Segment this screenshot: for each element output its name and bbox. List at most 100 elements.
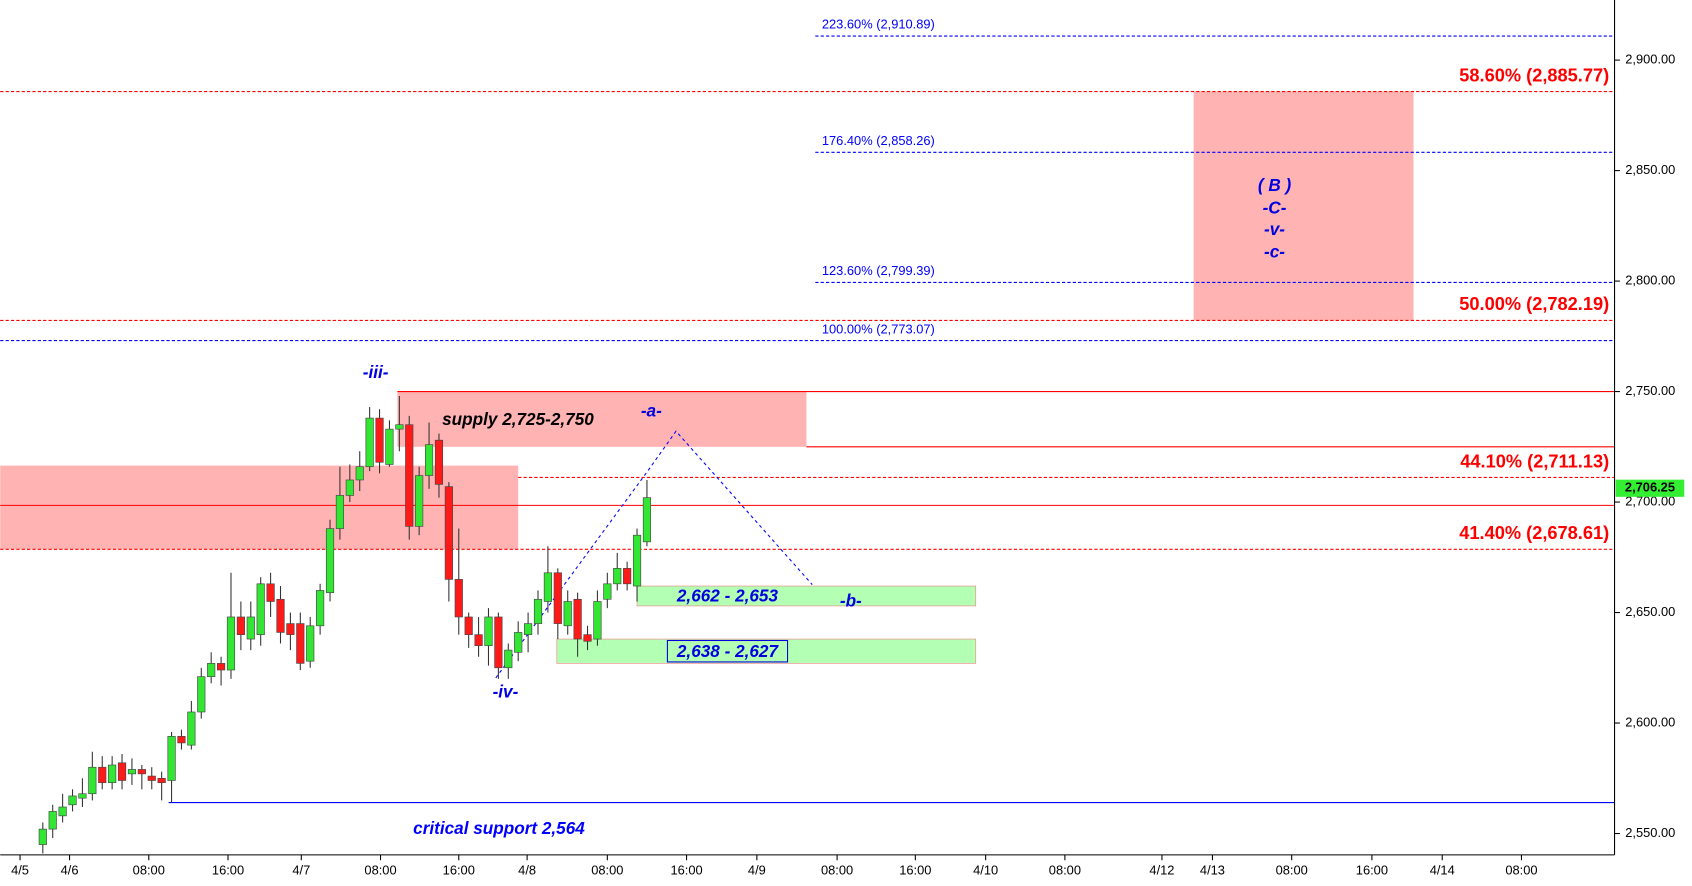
wave-label: -b- <box>840 590 862 610</box>
zones <box>0 91 1414 664</box>
wave-label: ( B ) <box>1258 175 1292 195</box>
candle-body <box>236 616 245 635</box>
y-tick-label: 2,650.00 <box>1625 604 1675 619</box>
x-tick-label: 4/12 <box>1149 862 1174 877</box>
x-tick-label: 08:00 <box>364 862 396 877</box>
candle-body <box>246 616 255 640</box>
candle-body <box>137 769 146 775</box>
target-label: 44.10% (2,711.13) <box>1460 450 1609 471</box>
x-tick-label: 4/13 <box>1200 862 1225 877</box>
candle-body <box>504 649 513 669</box>
x-tick-label: 08:00 <box>591 862 623 877</box>
fib-label: 176.40% (2,858.26) <box>822 133 935 148</box>
x-tick-label: 08:00 <box>821 862 853 877</box>
candle-body <box>424 444 434 476</box>
candle-body <box>623 568 632 585</box>
x-tick-label: 4/6 <box>61 862 79 877</box>
last-price-label: 2,706.25 <box>1625 480 1675 495</box>
x-tick-label: 4/8 <box>518 862 536 877</box>
zone <box>0 465 519 550</box>
y-tick-label: 2,700.00 <box>1625 493 1675 508</box>
candle-body <box>58 806 67 817</box>
support-label: critical support 2,564 <box>413 818 585 838</box>
candle-body <box>474 634 483 647</box>
candle-body <box>157 777 166 784</box>
candle-body <box>642 497 652 543</box>
candle-body <box>177 735 186 744</box>
candles <box>38 395 652 854</box>
wave-label: -iii- <box>363 362 389 382</box>
zone-label: supply 2,725-2,750 <box>442 409 594 429</box>
candle-body <box>593 601 602 640</box>
candle-body <box>405 424 414 527</box>
wave-label: -a- <box>641 400 662 420</box>
x-tick-label: 16:00 <box>1356 862 1388 877</box>
candle-body <box>68 795 77 806</box>
x-tick-label: 08:00 <box>1505 862 1537 877</box>
last-price-tag <box>1615 479 1685 497</box>
candle-body <box>543 572 552 602</box>
candle-body <box>306 625 315 662</box>
candle-body <box>563 601 572 627</box>
candle-body <box>464 616 473 635</box>
zone <box>1193 91 1414 321</box>
candle-body <box>286 623 295 635</box>
candle-body <box>167 735 176 781</box>
x-tick-label: 16:00 <box>212 862 244 877</box>
candle-body <box>583 634 592 642</box>
candle-body <box>187 711 196 746</box>
wave-label: -C- <box>1263 198 1287 218</box>
x-tick-label: 16:00 <box>443 862 475 877</box>
candle-body <box>266 583 275 602</box>
candle-body <box>454 579 463 618</box>
target-label: 58.60% (2,885.77) <box>1459 64 1609 85</box>
candle-body <box>573 598 582 640</box>
zone-label-box <box>666 639 789 663</box>
candle-body <box>78 793 87 799</box>
target-label: 50.00% (2,782.19) <box>1459 293 1609 314</box>
fib-label: 100.00% (2,773.07) <box>822 321 935 336</box>
y-tick-label: 2,800.00 <box>1625 272 1675 287</box>
x-tick-label: 08:00 <box>1276 862 1308 877</box>
x-tick-label: 4/14 <box>1430 862 1455 877</box>
candle-body <box>514 632 523 653</box>
candle-body <box>395 424 404 430</box>
candle-body <box>375 417 384 463</box>
candle-body <box>415 475 424 527</box>
zone <box>556 638 977 664</box>
candle-body <box>108 764 117 784</box>
candle-body <box>524 623 533 635</box>
x-tick-label: 16:00 <box>899 862 931 877</box>
x-tick-label: 4/9 <box>748 862 766 877</box>
candle-body <box>276 598 285 633</box>
candle-body <box>316 590 325 627</box>
candle-body <box>355 466 364 481</box>
x-tick-label: 08:00 <box>133 862 165 877</box>
candle-body <box>207 663 216 677</box>
y-tick-label: 2,550.00 <box>1625 825 1675 840</box>
candle-body <box>613 568 622 585</box>
candle-body <box>256 583 265 635</box>
candle-body <box>197 676 206 713</box>
target-label: 41.40% (2,678.61) <box>1459 522 1609 543</box>
candle-body <box>325 528 335 593</box>
fib-label: 223.60% (2,910.89) <box>822 17 935 32</box>
y-tick-label: 2,600.00 <box>1625 714 1675 729</box>
candle-body <box>48 811 57 830</box>
candle-body <box>385 428 394 465</box>
x-tick-label: 4/10 <box>973 862 998 877</box>
labels: supply 2,725-2,750 2,662 - 2,653 2,638 - 2… <box>363 17 1609 838</box>
candle-body <box>335 495 345 529</box>
x-tick-label: 16:00 <box>670 862 702 877</box>
candle-body <box>226 616 236 671</box>
candle-body <box>533 598 543 624</box>
candle-body <box>117 762 127 781</box>
candle-body <box>494 616 503 669</box>
candle-body <box>484 616 493 647</box>
candle-body <box>217 663 226 671</box>
candle-body <box>147 775 156 781</box>
candle-body <box>365 417 374 468</box>
candle-body <box>98 766 107 784</box>
